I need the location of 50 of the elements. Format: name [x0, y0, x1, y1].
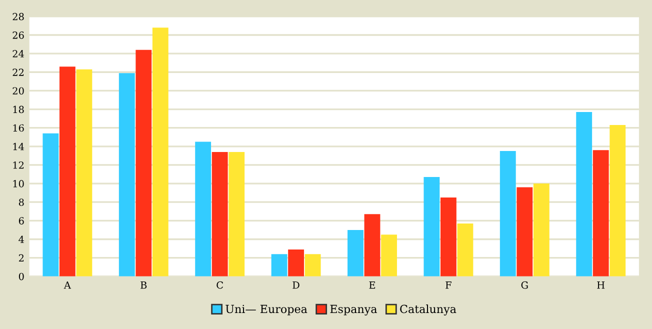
legend-label: Uni— Europea	[226, 304, 308, 316]
x-tick-label: H	[597, 282, 605, 289]
y-tick-label: 8	[18, 198, 24, 206]
y-tick-label: 10	[13, 180, 24, 188]
bar	[212, 152, 228, 276]
bar	[195, 142, 212, 276]
bar	[228, 152, 245, 276]
bar	[136, 50, 152, 276]
x-tick-label: B	[140, 282, 147, 289]
bar	[533, 184, 550, 276]
bar	[76, 69, 92, 276]
bar	[288, 249, 304, 276]
bar	[610, 125, 626, 276]
bar	[118, 73, 135, 276]
y-tick-label: 0	[18, 272, 24, 280]
y-tick-label: 6	[18, 217, 24, 224]
bar	[271, 254, 288, 276]
bar	[457, 223, 474, 276]
bar	[516, 187, 533, 276]
x-tick-label: G	[521, 281, 528, 289]
bar	[42, 133, 59, 276]
bar	[304, 254, 321, 276]
x-tick-label: D	[292, 282, 300, 289]
bar	[440, 197, 456, 276]
bar	[152, 28, 168, 276]
bar	[500, 151, 516, 276]
y-tick-label: 4	[18, 236, 24, 243]
x-tick-label: E	[369, 282, 376, 289]
bar	[364, 214, 380, 276]
y-tick-label: 12	[13, 161, 24, 169]
legend-label: Catalunya	[400, 304, 456, 316]
bar	[424, 177, 440, 276]
y-tick-label: 20	[12, 87, 24, 95]
bar	[592, 150, 609, 276]
y-tick-label: 14	[13, 142, 24, 150]
y-tick-label: 28	[12, 12, 24, 20]
y-tick-label: 24	[12, 50, 24, 58]
y-tick-label: 16	[13, 124, 24, 132]
y-tick-label: 18	[13, 106, 24, 114]
x-tick-label: F	[446, 282, 452, 289]
x-tick-label: C	[216, 281, 223, 289]
y-tick-label: 2	[18, 254, 24, 262]
bar	[381, 234, 397, 276]
x-tick-label: A	[64, 282, 72, 289]
y-tick-label: 22	[12, 68, 24, 76]
bar	[348, 230, 364, 276]
bar	[576, 112, 592, 276]
y-tick-label: 26	[12, 31, 24, 39]
bar	[59, 66, 76, 276]
legend-label: Espanya	[330, 304, 377, 316]
